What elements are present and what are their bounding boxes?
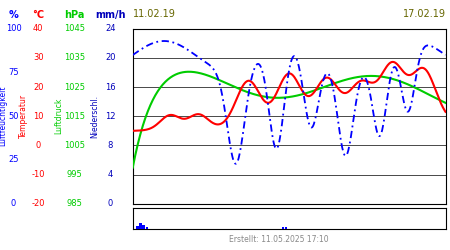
Text: -10: -10 <box>32 170 45 179</box>
Text: -20: -20 <box>32 199 45 208</box>
Bar <box>285 228 287 229</box>
Bar <box>282 227 284 229</box>
Text: 24: 24 <box>105 24 116 33</box>
Text: Erstellt: 11.05.2025 17:10: Erstellt: 11.05.2025 17:10 <box>229 235 329 244</box>
Text: hPa: hPa <box>64 10 85 20</box>
Text: Temperatur: Temperatur <box>19 94 28 138</box>
Text: 1005: 1005 <box>64 141 85 150</box>
Text: 25: 25 <box>8 156 19 164</box>
Text: 0: 0 <box>36 141 41 150</box>
Text: 40: 40 <box>33 24 44 33</box>
Text: mm/h: mm/h <box>95 10 126 20</box>
Text: 30: 30 <box>33 54 44 62</box>
Text: 100: 100 <box>5 24 22 33</box>
Bar <box>143 225 145 229</box>
Text: 11.02.19: 11.02.19 <box>133 9 176 19</box>
Text: 995: 995 <box>67 170 82 179</box>
Text: 17.02.19: 17.02.19 <box>402 9 446 19</box>
Text: °C: °C <box>32 10 44 20</box>
Bar <box>145 226 148 229</box>
Text: 8: 8 <box>108 141 113 150</box>
Text: 1025: 1025 <box>64 82 85 92</box>
Text: 50: 50 <box>8 112 19 121</box>
Text: Luftdruck: Luftdruck <box>54 98 63 134</box>
Text: 12: 12 <box>105 112 116 121</box>
Text: 0: 0 <box>108 199 113 208</box>
Text: 75: 75 <box>8 68 19 77</box>
Bar <box>136 226 139 229</box>
Text: Luftfeuchtigkeit: Luftfeuchtigkeit <box>0 86 8 146</box>
Bar <box>140 224 142 229</box>
Text: 20: 20 <box>105 54 116 62</box>
Text: 1045: 1045 <box>64 24 85 33</box>
Text: 1015: 1015 <box>64 112 85 121</box>
Text: 985: 985 <box>66 199 82 208</box>
Text: 16: 16 <box>105 82 116 92</box>
Text: 10: 10 <box>33 112 44 121</box>
Text: %: % <box>9 10 18 20</box>
Text: 0: 0 <box>11 199 16 208</box>
Text: 4: 4 <box>108 170 113 179</box>
Text: 1035: 1035 <box>64 54 85 62</box>
Text: 20: 20 <box>33 82 44 92</box>
Text: Niederschl.: Niederschl. <box>90 95 99 138</box>
